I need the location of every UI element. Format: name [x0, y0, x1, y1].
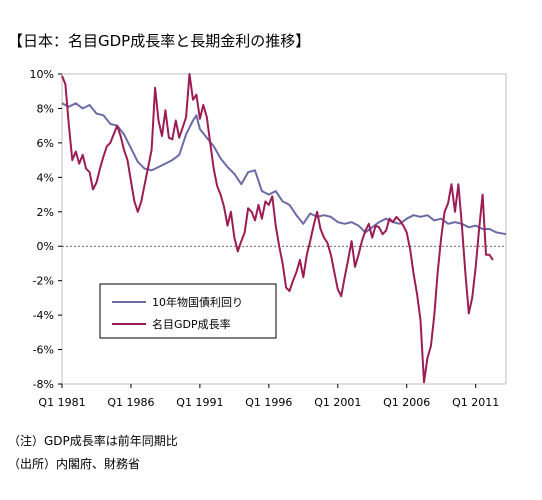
- y-tick-label: 2%: [37, 206, 54, 219]
- series-line-nominal-gdp: [61, 73, 494, 384]
- x-tick-label: Q1 1991: [176, 396, 223, 409]
- y-axis: -8% -6% -4% -2% 0% 2% 4% 6% 8% 10%: [30, 68, 62, 391]
- y-tick-label: -2%: [33, 275, 54, 288]
- series-layer: [61, 73, 507, 384]
- y-tick-label: 6%: [37, 137, 54, 150]
- chart-title: 【日本：名目GDP成長率と長期金利の推移】: [8, 32, 311, 50]
- x-tick-label: Q1 2011: [452, 396, 499, 409]
- y-tick-label: 8%: [37, 102, 54, 115]
- y-tick-label: -4%: [33, 309, 54, 322]
- x-tick-label: Q1 2001: [314, 396, 361, 409]
- legend-box: [99, 283, 277, 339]
- y-tick-label: 4%: [37, 171, 54, 184]
- y-tick-label: -6%: [33, 344, 54, 357]
- legend: 10年物国債利回り 名目GDP成長率: [99, 283, 277, 339]
- x-tick-label: Q1 1996: [245, 396, 292, 409]
- x-tick-label: Q1 1986: [107, 396, 154, 409]
- note-source: （出所）内閣府、財務省: [8, 457, 141, 471]
- y-tick-label: 0%: [37, 240, 54, 253]
- y-tick-label: 10%: [30, 68, 54, 81]
- series-line-bond-yield: [61, 102, 507, 236]
- legend-label-nominal-gdp: 名目GDP成長率: [152, 317, 231, 331]
- x-axis: Q1 1981 Q1 1986 Q1 1991 Q1 1996 Q1 2001 Q1 20…: [38, 384, 499, 409]
- x-tick-label: Q1 1981: [38, 396, 85, 409]
- x-tick-label: Q1 2006: [383, 396, 430, 409]
- note-footnote: （注）GDP成長率は前年同期比: [8, 434, 178, 448]
- y-tick-label: -8%: [33, 378, 54, 391]
- legend-label-bond-yield: 10年物国債利回り: [152, 295, 243, 309]
